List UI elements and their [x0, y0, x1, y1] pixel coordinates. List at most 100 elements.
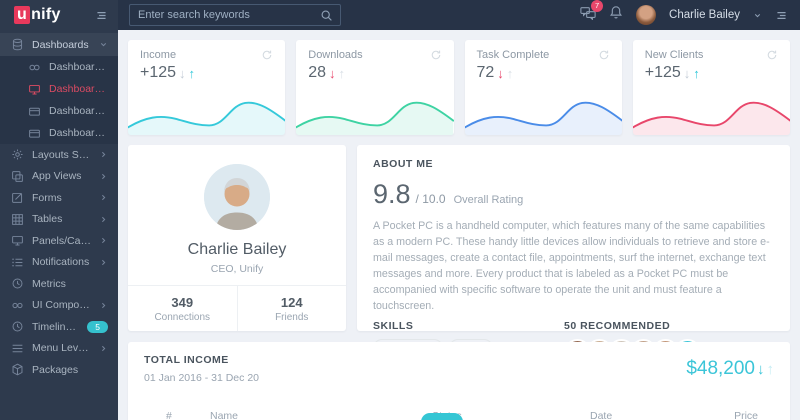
chevron-down-icon [99, 40, 108, 49]
user-name[interactable]: Charlie Bailey [669, 9, 740, 21]
search-icon[interactable] [320, 9, 340, 22]
down-arrow-icon: ↓ [329, 65, 336, 81]
profile-stat-connections: 349 Connections [154, 294, 211, 323]
amount-value: $48,200 [686, 358, 755, 379]
recommended-title: 50 RECOMMENDED [564, 320, 671, 333]
logo-rest: nify [31, 6, 61, 23]
card-icon [27, 127, 41, 140]
rating-value: 9.8 [373, 179, 411, 209]
chevron-right-icon [99, 344, 108, 353]
sparkline-chart [128, 101, 286, 135]
up-arrow-icon: ↑ [188, 65, 196, 81]
sidebar-item-label: Dashboards v2 [49, 83, 108, 95]
column-header-date: Date [590, 410, 613, 420]
status-badge [421, 413, 463, 420]
chevron-right-icon [99, 150, 108, 159]
sidebar-item-metrics[interactable]: Metrics [0, 273, 118, 295]
windows-icon [10, 170, 24, 183]
column-header-: # [166, 410, 172, 420]
sparkline-chart [632, 101, 790, 135]
chevron-right-icon [99, 172, 108, 181]
amount-down-arrow: ↓ [757, 360, 765, 378]
bio-text: A Pocket PC is a handheld computer, whic… [373, 220, 770, 313]
chat-badge: 7 [591, 0, 604, 12]
stat-card-new-clients: New Clients +125 ↓ ↑ [632, 40, 790, 135]
header-right-cluster: 7 Charlie Bailey [580, 0, 800, 25]
amount-up-arrow: ↑ [766, 360, 775, 378]
sidebar-item-timeline-history[interactable]: Timeline History 5 [0, 316, 118, 338]
infinity-icon [10, 299, 24, 312]
chat-icon[interactable]: 7 [580, 0, 604, 25]
stat-card-income: Income +125 ↓ ↑ [128, 40, 286, 135]
sidebar-item-dashboards[interactable]: Dashboards [0, 33, 118, 56]
main-content: Income +125 ↓ ↑ Downloads 28 ↓ ↑ Task Complete 72… [118, 30, 800, 420]
sidebar-item-layouts-settings[interactable]: Layouts Settings [0, 144, 118, 166]
chevron-right-icon [99, 236, 108, 245]
stat-value: 72 [476, 64, 495, 81]
sidebar-item-forms[interactable]: Forms [0, 187, 118, 209]
sidebar-item-label: Menu Levels [32, 342, 91, 355]
up-arrow-icon: ↑ [506, 65, 514, 81]
refresh-icon[interactable] [598, 49, 610, 61]
profile-card: Charlie Bailey CEO, Unify 349 Connections… [128, 145, 346, 331]
clock-icon [10, 277, 24, 290]
user-avatar[interactable] [636, 5, 657, 25]
total-income-card: TOTAL INCOME 01 Jan 2016 - 31 Dec 20 $48… [128, 342, 790, 420]
sidebar-item-dashboards-v3[interactable]: Dashboards v3 [0, 100, 118, 122]
down-arrow-icon: ↓ [683, 65, 691, 81]
refresh-icon[interactable] [430, 49, 442, 61]
stat-value: +125 [140, 64, 177, 81]
chevron-right-icon [99, 301, 108, 310]
monitor-icon [10, 234, 24, 247]
profile-role: CEO, Unify [210, 263, 264, 275]
sidebar-item-label: App Views [32, 170, 82, 183]
profile-photo [204, 164, 270, 230]
unify-logo[interactable]: u nify [14, 6, 61, 24]
sidebar-item-dashboards-v1[interactable]: Dashboards v1 [0, 56, 118, 78]
sidebar-toggle-icon[interactable] [95, 9, 108, 22]
clock-icon [10, 320, 24, 333]
refresh-icon[interactable] [766, 49, 778, 61]
card-icon [27, 105, 41, 118]
sidebar-item-app-views[interactable]: App Views [0, 166, 118, 188]
item-count-badge: 5 [87, 320, 108, 333]
brand-area: u nify [0, 0, 118, 30]
stat-value: 28 [308, 64, 327, 81]
sparkline-chart [464, 101, 622, 135]
refresh-icon[interactable] [261, 49, 273, 61]
rating-row: 9.8 / 10.0 Overall Rating [373, 179, 774, 210]
chevron-right-icon [99, 258, 108, 267]
database-icon [10, 38, 24, 51]
logo-accent-letter: u [14, 6, 31, 24]
sidebar-item-notifications[interactable]: Notifications [0, 252, 118, 274]
grid-icon [10, 213, 24, 226]
sidebar-item-label: Timeline History [32, 320, 79, 333]
profile-stat-friends: 124 Friends [236, 286, 347, 331]
sidebar-item-tables[interactable]: Tables [0, 209, 118, 231]
sidebar-item-label: Tables [32, 213, 63, 226]
sidebar-item-label: Dashboards v4 [49, 127, 108, 139]
skills-title: SKILLS [373, 320, 414, 333]
about-card: ABOUT ME 9.8 / 10.0 Overall Rating A Poc… [357, 145, 790, 406]
sidebar-item-ui-components[interactable]: UI Components [0, 295, 118, 317]
sidebar-item-label: Layouts Settings [32, 148, 91, 161]
menu-icon [10, 342, 24, 355]
up-arrow-icon: ↑ [693, 65, 700, 81]
stat-cards-row: Income +125 ↓ ↑ Downloads 28 ↓ ↑ Task Complete 72… [128, 40, 790, 135]
sidebar-item-label: Dashboards v1 [49, 61, 108, 73]
sidebar-item-dashboards-v4[interactable]: Dashboards v4 [0, 122, 118, 144]
bell-icon[interactable] [609, 5, 623, 25]
stat-card-downloads: Downloads 28 ↓ ↑ [296, 40, 454, 135]
sidebar-item-label: Dashboards v3 [49, 105, 108, 117]
sidebar-item-dashboards-v2[interactable]: Dashboards v2 [0, 78, 118, 100]
sidebar-item-panels-cards[interactable]: Panels/Cards [0, 230, 118, 252]
search-input[interactable] [130, 9, 320, 21]
right-menu-icon[interactable] [775, 9, 788, 22]
income-title: TOTAL INCOME [144, 354, 229, 366]
sidebar-item-menu-levels[interactable]: Menu Levels [0, 338, 118, 360]
chevron-down-icon[interactable] [753, 11, 762, 20]
sidebar-item-packages[interactable]: Packages [0, 359, 118, 381]
stat-label: New Clients [644, 49, 704, 61]
